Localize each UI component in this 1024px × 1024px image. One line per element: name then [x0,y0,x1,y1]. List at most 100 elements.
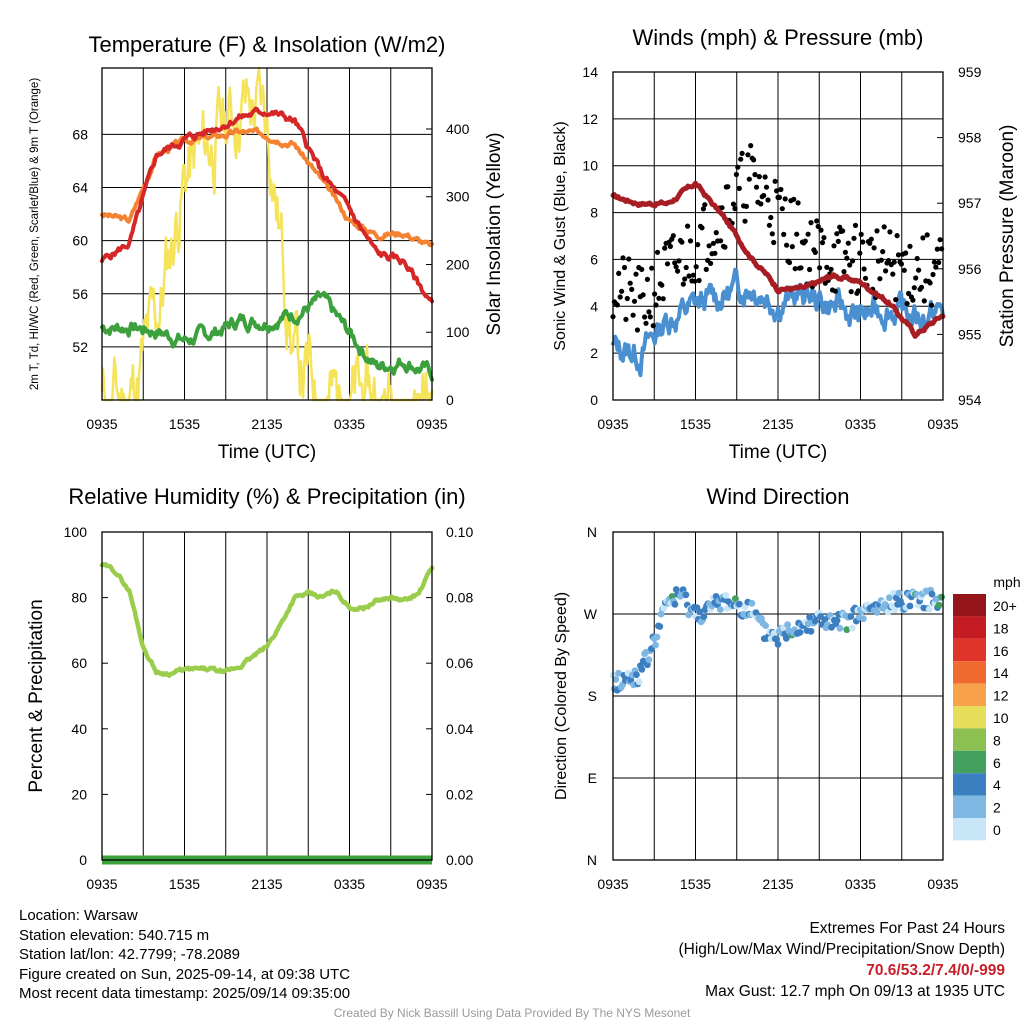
series-2m-t [100,106,434,304]
y-tick-label: W [584,606,598,622]
gust-point [629,286,635,292]
x-tick-label: 0935 [86,416,117,432]
chart-panel-2 [612,72,944,400]
x-tick-label: 1535 [680,876,711,892]
gust-point [771,239,777,246]
direction-point [645,656,653,664]
legend-label: 4 [993,777,1001,793]
series-sonic-wind [611,267,945,378]
chart-title-temperature: Temperature (F) & Insolation (W/m2) [89,32,446,57]
gust-point [903,250,909,256]
gust-point [766,222,773,228]
gust-point [753,184,760,190]
gust-point [794,231,800,237]
gust-point [639,266,645,272]
gust-point [828,266,834,272]
gust-point [685,223,691,229]
x-tick-label: 0335 [334,416,365,432]
gust-point [643,320,649,326]
gust-point [762,174,768,180]
gust-point [858,231,864,237]
direction-point [859,615,867,623]
gust-point [834,231,840,237]
x-tick-label: 2135 [762,876,793,892]
direction-point [656,623,664,630]
direction-point [811,617,819,625]
x-tick-label: 1535 [169,876,200,892]
gust-point [887,229,893,235]
direction-point [736,600,743,608]
extremes-panel: Extremes For Past 24 Hours (High/Low/Max… [679,918,1006,1002]
gust-point [763,184,770,190]
gust-point [831,243,837,249]
y-tick-label: 6 [590,251,598,267]
gust-point [713,230,719,236]
gust-point [700,206,707,212]
direction-point [716,606,724,613]
gust-point [650,323,656,329]
gust-point [885,258,892,264]
gust-point [676,258,682,264]
gust-point [861,266,867,272]
gust-point [692,278,698,284]
gust-point [867,240,873,246]
x-tick-label: 0935 [927,876,958,892]
gust-point [719,205,725,211]
gust-point [769,231,775,237]
gust-point [851,235,857,241]
y-tick-label: 10 [582,158,598,174]
gust-point [656,295,662,301]
direction-point [806,613,813,621]
y-tick-label: 80 [71,590,87,606]
legend-swatch [953,818,986,841]
y-tick-label: 56 [72,286,88,302]
gust-point [732,206,738,212]
created-text: Figure created on Sun, 2025-09-14, at 09… [19,965,351,983]
gust-point [738,156,744,162]
y-tick-label: N [587,524,597,540]
direction-point [696,608,703,616]
gust-point [699,225,705,231]
direction-point [906,602,914,610]
gust-point [758,201,764,207]
direction-point [748,599,756,607]
gust-point [913,275,919,281]
gust-point [786,259,793,266]
gust-point [672,260,678,266]
gust-point [789,244,795,250]
panel-border-1 [101,67,433,401]
gust-point [907,243,913,249]
gust-point [660,296,666,302]
direction-point [796,629,804,636]
gust-point [696,277,702,284]
gust-point [893,297,899,303]
gust-point [904,301,910,307]
gust-point [818,227,824,233]
y2-tick-label: 959 [958,64,982,80]
panel-border-4 [612,531,944,861]
max-gust-text: Max Gust: 12.7 mph On 09/13 at 1935 UTC [705,983,1005,1000]
direction-point [635,678,643,686]
legend-label: 8 [993,732,1001,748]
gust-point [644,276,651,282]
gust-point [680,281,686,287]
direction-point [833,617,841,624]
legend-unit: mph [993,574,1020,590]
gust-point [819,240,826,246]
gust-point [634,327,641,333]
direction-point [700,613,708,620]
gust-point [768,214,774,221]
direction-point [774,640,782,648]
gust-point [802,238,808,244]
legend-swatch [953,594,986,617]
direction-point [784,621,791,629]
gust-point [653,302,659,308]
gust-point [695,242,701,248]
gust-point [850,258,856,264]
legend-swatch [953,661,986,684]
gust-point [626,256,632,262]
y-tick-label: 60 [72,233,88,249]
gust-point [779,206,785,212]
direction-point [873,608,881,616]
